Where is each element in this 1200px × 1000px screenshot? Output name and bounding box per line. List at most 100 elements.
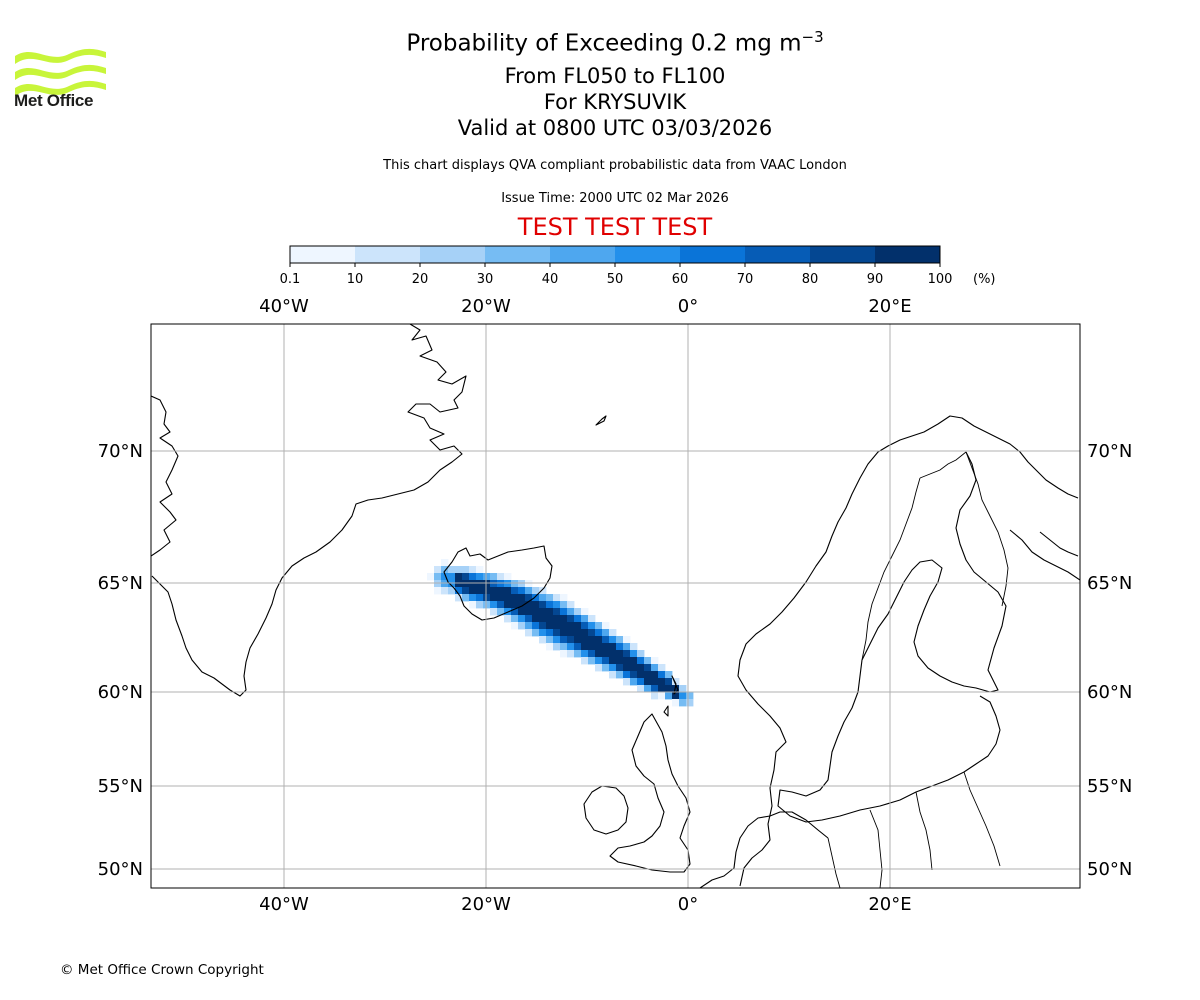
plume-cell	[616, 671, 624, 679]
plume-cell	[658, 692, 666, 700]
plume-cell	[525, 601, 533, 609]
plume-cell	[658, 678, 666, 686]
colorbar-tick-label: 40	[542, 272, 559, 287]
plume-cell	[455, 594, 463, 602]
met-office-logo-text: Met Office	[14, 91, 94, 110]
colorbar-cell-2	[420, 246, 486, 263]
plume-cell	[490, 601, 498, 609]
plume-cell	[434, 573, 442, 581]
plume-cell	[595, 643, 603, 651]
plume-cell	[441, 580, 449, 588]
map-frame	[150, 323, 1081, 889]
plume-cell	[539, 601, 547, 609]
graticule	[151, 324, 1080, 888]
plume-cell	[490, 608, 498, 616]
plume-cell	[602, 650, 610, 658]
plume-cell	[658, 685, 666, 693]
lat-label-right-65n: 65°N	[1087, 573, 1132, 594]
lat-label-right-50n: 50°N	[1087, 859, 1132, 880]
plume-cell	[616, 664, 624, 672]
lon-label-top-40w: 40°W	[259, 296, 309, 317]
colorbar-tick-label: 50	[607, 272, 624, 287]
plume-cell	[434, 580, 442, 588]
plume-cell	[651, 671, 659, 679]
plume-cell	[567, 650, 575, 658]
colorbar: 0.1 10 20 30 40 50 60 70 80 90 100 (%)	[280, 245, 996, 287]
plume-cell	[609, 643, 617, 651]
plume-cell	[497, 594, 505, 602]
plume-cell	[637, 685, 645, 693]
plume-cell	[602, 636, 610, 644]
plume-cell	[511, 622, 519, 630]
plume-cell	[546, 608, 554, 616]
plume-cell	[616, 643, 624, 651]
plume-cell	[469, 594, 477, 602]
plume-cell	[476, 587, 484, 595]
plume-cell	[567, 608, 575, 616]
lat-label-left-65n: 65°N	[98, 573, 143, 594]
plume-cell	[679, 699, 687, 707]
plume-cell	[581, 636, 589, 644]
plume-cell	[462, 594, 470, 602]
plume-cell	[483, 580, 491, 588]
plume-cell	[560, 636, 568, 644]
plume-cell	[658, 671, 666, 679]
plume-cell	[581, 629, 589, 637]
plume-cell	[553, 622, 561, 630]
colorbar-tick-label: 30	[477, 272, 494, 287]
lon-label-top-0: 0°	[678, 296, 698, 317]
plume-cell	[623, 636, 631, 644]
plume-cell	[476, 594, 484, 602]
plume-cell	[539, 629, 547, 637]
plume-cell	[455, 566, 463, 574]
lon-label-bottom-20e: 20°E	[868, 894, 911, 915]
border-central-europe	[827, 771, 1001, 888]
colorbar-ticks: 0.1 10 20 30 40 50 60 70 80 90 100	[280, 263, 952, 287]
plume-cell	[581, 615, 589, 623]
plume-cell	[560, 629, 568, 637]
plume-cell	[595, 650, 603, 658]
plume-cell	[511, 587, 519, 595]
plume-cell	[546, 622, 554, 630]
lat-label-left-50n: 50°N	[98, 859, 143, 880]
colorbar-cell-9	[875, 246, 941, 263]
plume-cell	[651, 664, 659, 672]
plume-cell	[560, 643, 568, 651]
plume-cell	[455, 580, 463, 588]
plume-cell	[511, 580, 519, 588]
plume-cell	[448, 566, 456, 574]
plume-cell	[490, 594, 498, 602]
plume-cell	[469, 573, 477, 581]
lon-label-top-20e: 20°E	[868, 296, 911, 317]
unit-exponent: −3	[801, 28, 824, 46]
plume-cell	[581, 608, 589, 616]
plume-cell	[672, 699, 680, 707]
plume-cell	[532, 608, 540, 616]
colorbar-cell-1	[355, 246, 421, 263]
colorbar-tick-label: 0.1	[280, 272, 301, 287]
plume-cell	[567, 601, 575, 609]
plume-cell	[539, 615, 547, 623]
plume-cell	[539, 594, 547, 602]
plume-cell	[497, 587, 505, 595]
plume-cell	[665, 685, 673, 693]
plume-cell	[455, 573, 463, 581]
plume-cell	[525, 615, 533, 623]
plume-cell	[574, 608, 582, 616]
island-jan-mayen	[595, 415, 607, 426]
plume-cell	[525, 594, 533, 602]
ash-plume	[427, 559, 694, 707]
chart-title-text: Probability of Exceeding 0.2 mg m	[406, 30, 802, 57]
plume-cell	[623, 657, 631, 665]
plume-cell	[616, 636, 624, 644]
plume-cell	[560, 615, 568, 623]
coast-greenland	[151, 324, 467, 697]
plume-cell	[560, 601, 568, 609]
axis-labels: 40°W 20°W 0° 20°E 40°W 20°W 0° 20°E 70°N…	[98, 296, 1133, 915]
plume-cell	[504, 587, 512, 595]
colorbar-cell-6	[680, 246, 746, 263]
colorbar-cells	[290, 246, 941, 263]
plume-cell	[686, 692, 694, 700]
colorbar-tick-label: 90	[867, 272, 884, 287]
plume-cell	[623, 643, 631, 651]
